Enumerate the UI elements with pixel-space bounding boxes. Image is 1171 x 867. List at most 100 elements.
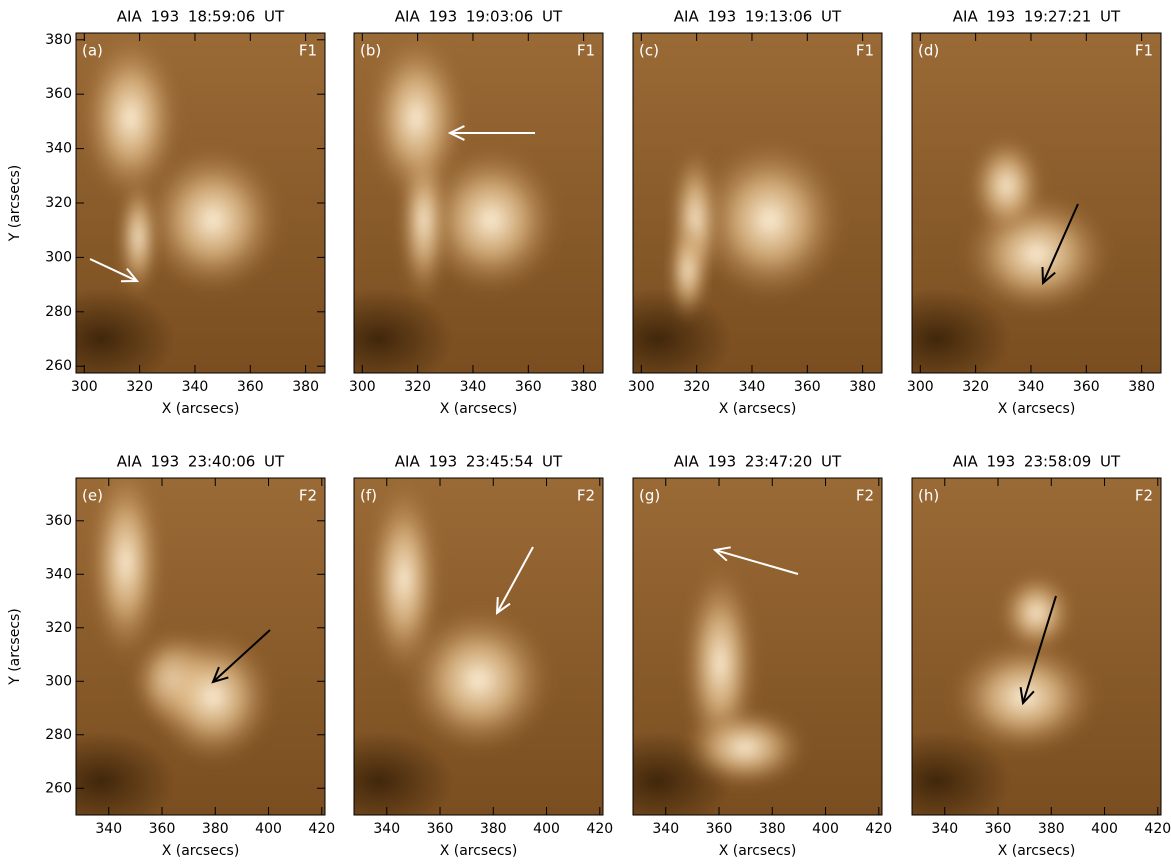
bright-region	[366, 33, 466, 203]
x-axis-label: X (arcsecs)	[440, 843, 518, 859]
x-axis-label: X (arcsecs)	[440, 401, 518, 417]
panel-title: AIA 193 19:27:21 UT	[953, 8, 1121, 26]
x-tick-label: 340	[1018, 379, 1045, 395]
x-axis-label: X (arcsecs)	[719, 401, 797, 417]
x-tick-label: 400	[255, 821, 282, 837]
panel-label: (b)	[360, 42, 381, 60]
bright-region	[999, 572, 1074, 653]
flare-tag: F2	[577, 487, 595, 505]
x-tick-label: 360	[794, 379, 821, 395]
x-axis-label: X (arcsecs)	[998, 843, 1076, 859]
panel-label: (f)	[360, 487, 377, 505]
panel: AIA 193 19:03:06 UT(b)F1300320340360380X…	[304, 8, 603, 418]
x-tick-label: 360	[427, 821, 454, 837]
panel-title: AIA 193 23:40:06 UT	[117, 453, 285, 471]
bright-region	[969, 135, 1044, 237]
x-tick-label: 380	[480, 821, 507, 837]
panel-title: AIA 193 23:45:54 UT	[395, 453, 563, 471]
x-tick-label: 320	[404, 379, 431, 395]
panel: AIA 193 23:58:09 UT(h)F2340360380400420X…	[862, 453, 1171, 860]
x-tick-label: 400	[533, 821, 560, 837]
y-tick-label: 360	[45, 513, 72, 529]
panel-label: (c)	[639, 42, 659, 60]
x-tick-label: 300	[71, 379, 98, 395]
y-tick-label: 260	[45, 358, 72, 374]
flare-tag: F2	[1135, 487, 1153, 505]
y-tick-label: 280	[45, 304, 72, 320]
panel-title: AIA 193 18:59:06 UT	[117, 8, 285, 26]
bright-region	[683, 707, 808, 788]
flare-tag: F1	[577, 42, 595, 60]
x-tick-label: 320	[126, 379, 153, 395]
x-tick-label: 320	[683, 379, 710, 395]
bright-region	[366, 478, 441, 680]
panel-title: AIA 193 19:03:06 UT	[395, 8, 563, 26]
x-tick-label: 400	[1091, 821, 1118, 837]
y-tick-label: 260	[45, 780, 72, 796]
panel-label: (d)	[918, 42, 939, 60]
solar-image	[304, 478, 603, 832]
x-tick-label: 360	[149, 821, 176, 837]
flare-tag: F1	[1135, 42, 1153, 60]
flare-tag: F1	[299, 42, 317, 60]
dark-region	[862, 288, 1011, 390]
x-tick-label: 360	[706, 821, 733, 837]
x-tick-label: 340	[460, 379, 487, 395]
dark-region	[304, 731, 453, 832]
y-tick-label: 320	[45, 620, 72, 636]
y-tick-label: 380	[45, 32, 72, 48]
x-tick-label: 340	[739, 379, 766, 395]
y-tick-label: 300	[45, 673, 72, 689]
panel: AIA 193 18:59:06 UT (a) F1 300 320 340 360 380 2…	[7, 8, 325, 418]
x-tick-label: 420	[1144, 821, 1171, 837]
dark-region	[304, 288, 453, 390]
bright-region	[151, 630, 276, 765]
x-tick-label: 300	[907, 379, 934, 395]
panel-label: (e)	[82, 487, 103, 505]
x-tick-label: 340	[95, 821, 122, 837]
y-tick-label: 340	[45, 141, 72, 157]
x-tick-label: 380	[292, 379, 319, 395]
panel: AIA 193 23:40:06 UT (e) F2 340 360 380 400 420 2…	[7, 453, 335, 860]
x-tick-label: 400	[812, 821, 839, 837]
x-tick-label: 420	[308, 821, 335, 837]
x-tick-label: 360	[985, 821, 1012, 837]
y-tick-label: 300	[45, 249, 72, 265]
figure: AIA 193 18:59:06 UT (a) F1 300 320 340 360 380 2…	[0, 0, 1171, 867]
y-tick-label: 320	[45, 195, 72, 211]
y-axis-label: Y (arcsecs)	[7, 165, 23, 243]
x-axis-label: X (arcsecs)	[719, 843, 797, 859]
dark-region	[583, 288, 732, 390]
y-axis-label: Y (arcsecs)	[7, 608, 23, 686]
panel-title: AIA 193 23:47:20 UT	[674, 453, 842, 471]
panel-title: AIA 193 19:13:06 UT	[674, 8, 842, 26]
flare-tag: F2	[299, 487, 317, 505]
y-tick-label: 340	[45, 566, 72, 582]
x-tick-label: 380	[570, 379, 597, 395]
x-tick-label: 380	[202, 821, 229, 837]
x-tick-label: 380	[1128, 379, 1155, 395]
x-axis-label: X (arcsecs)	[162, 401, 240, 417]
panel-label: (a)	[82, 42, 103, 60]
x-tick-label: 360	[1073, 379, 1100, 395]
solar-image	[304, 33, 603, 390]
y-tick-label: 360	[45, 86, 72, 102]
y-tick-label: 280	[45, 727, 72, 743]
x-axis-label: X (arcsecs)	[162, 843, 240, 859]
solar-image	[583, 478, 882, 832]
bright-region	[668, 220, 708, 322]
x-tick-label: 380	[759, 821, 786, 837]
x-tick-label: 340	[182, 379, 209, 395]
x-tick-label: 320	[962, 379, 989, 395]
x-tick-label: 420	[865, 821, 892, 837]
x-tick-label: 380	[1038, 821, 1065, 837]
x-tick-label: 340	[652, 821, 679, 837]
x-tick-label: 380	[849, 379, 876, 395]
flare-tag: F1	[856, 42, 874, 60]
panel-title: AIA 193 23:58:09 UT	[953, 453, 1121, 471]
solar-image	[862, 33, 1161, 390]
